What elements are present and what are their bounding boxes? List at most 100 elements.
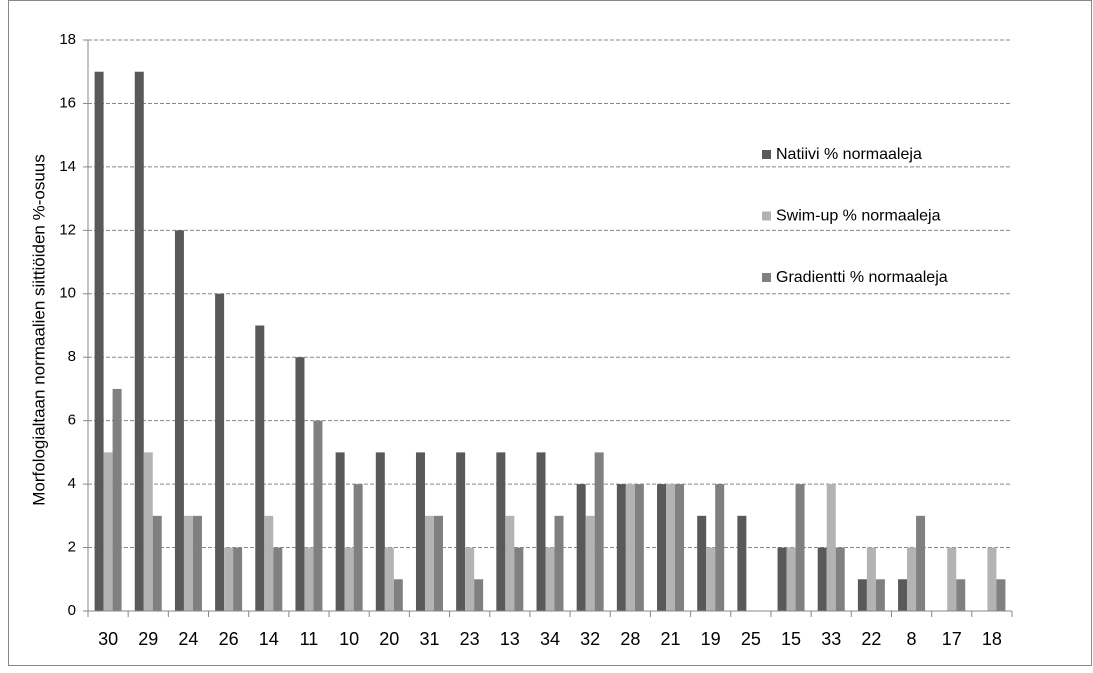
bar	[134, 71, 144, 611]
bar	[233, 547, 243, 611]
bar	[866, 547, 876, 611]
bar	[987, 547, 997, 611]
bar	[424, 515, 434, 611]
x-tick-label: 13	[500, 629, 520, 649]
bar	[474, 579, 484, 611]
y-tick-label: 16	[59, 94, 76, 111]
bar	[907, 547, 917, 611]
x-tick-label: 26	[219, 629, 239, 649]
bar	[675, 484, 685, 611]
x-tick-label: 28	[620, 629, 640, 649]
bar	[594, 452, 604, 611]
bar	[304, 547, 314, 611]
y-tick-label: 6	[68, 412, 76, 429]
bar	[817, 547, 827, 611]
y-tick-label: 12	[59, 221, 76, 238]
bar	[706, 547, 716, 611]
bar	[947, 547, 957, 611]
bar	[183, 515, 193, 611]
bar	[786, 547, 796, 611]
x-tick-label: 19	[701, 629, 721, 649]
bar	[625, 484, 635, 611]
x-tick-label: 22	[861, 629, 881, 649]
legend-label: Swim-up % normaaleja	[776, 208, 941, 225]
y-tick-label: 10	[59, 285, 76, 302]
x-tick-label: 15	[781, 629, 801, 649]
legend-swatch	[762, 273, 771, 282]
bar	[496, 452, 506, 611]
bar	[835, 547, 845, 611]
x-tick-label: 14	[259, 629, 279, 649]
bar	[666, 484, 676, 611]
bar	[545, 547, 555, 611]
bar	[697, 515, 707, 611]
x-tick-label: 23	[460, 629, 480, 649]
x-tick-label: 20	[379, 629, 399, 649]
bar	[295, 357, 305, 611]
bar	[465, 547, 475, 611]
bar	[264, 515, 274, 611]
bar	[112, 388, 122, 611]
legend-swatch	[762, 211, 771, 221]
bar	[514, 547, 524, 611]
bar	[657, 484, 667, 611]
bar	[433, 515, 443, 611]
bar	[777, 547, 787, 611]
bar	[737, 515, 747, 611]
bar	[898, 579, 908, 611]
y-tick-label: 8	[68, 348, 76, 365]
x-tick-label: 10	[339, 629, 359, 649]
bar	[585, 515, 595, 611]
y-tick-label: 2	[68, 539, 76, 556]
legend-swatch	[762, 150, 771, 159]
bar	[616, 484, 626, 611]
bar	[857, 579, 867, 611]
legend-label: Gradientti % normaaleja	[776, 269, 948, 286]
x-tick-label: 18	[982, 629, 1002, 649]
bar	[143, 452, 153, 611]
y-tick-label: 0	[68, 602, 76, 619]
bar	[344, 547, 354, 611]
bar	[456, 452, 466, 611]
x-tick-label: 34	[540, 629, 560, 649]
bar	[224, 547, 234, 611]
bar	[554, 515, 564, 611]
bar	[715, 484, 725, 611]
x-tick-label: 8	[907, 629, 917, 649]
bar	[536, 452, 546, 611]
x-tick-label: 17	[942, 629, 962, 649]
bar	[192, 515, 202, 611]
bar	[335, 452, 345, 611]
bar	[152, 515, 162, 611]
y-tick-label: 4	[68, 475, 76, 492]
x-tick-label: 24	[178, 629, 198, 649]
bar	[956, 579, 966, 611]
bar	[795, 484, 805, 611]
x-tick-label: 30	[98, 629, 118, 649]
bar	[273, 547, 283, 611]
y-tick-label: 14	[59, 158, 76, 175]
bar	[996, 579, 1006, 611]
bar	[393, 579, 403, 611]
x-tick-label: 21	[661, 629, 681, 649]
bar	[505, 515, 515, 611]
x-tick-label: 33	[821, 629, 841, 649]
bar	[916, 515, 926, 611]
bar	[353, 484, 363, 611]
y-tick-label: 18	[59, 31, 76, 48]
legend-label: Natiivi % normaaleja	[776, 146, 922, 163]
bar	[415, 452, 425, 611]
x-tick-label: 29	[138, 629, 158, 649]
bar	[875, 579, 885, 611]
bar	[215, 293, 225, 611]
x-tick-label: 32	[580, 629, 600, 649]
bar	[634, 484, 644, 611]
bar	[576, 484, 586, 611]
bar	[826, 484, 836, 611]
x-tick-label: 25	[741, 629, 761, 649]
bar	[384, 547, 394, 611]
x-tick-label: 31	[419, 629, 439, 649]
bar	[313, 420, 323, 611]
bar	[255, 325, 265, 611]
